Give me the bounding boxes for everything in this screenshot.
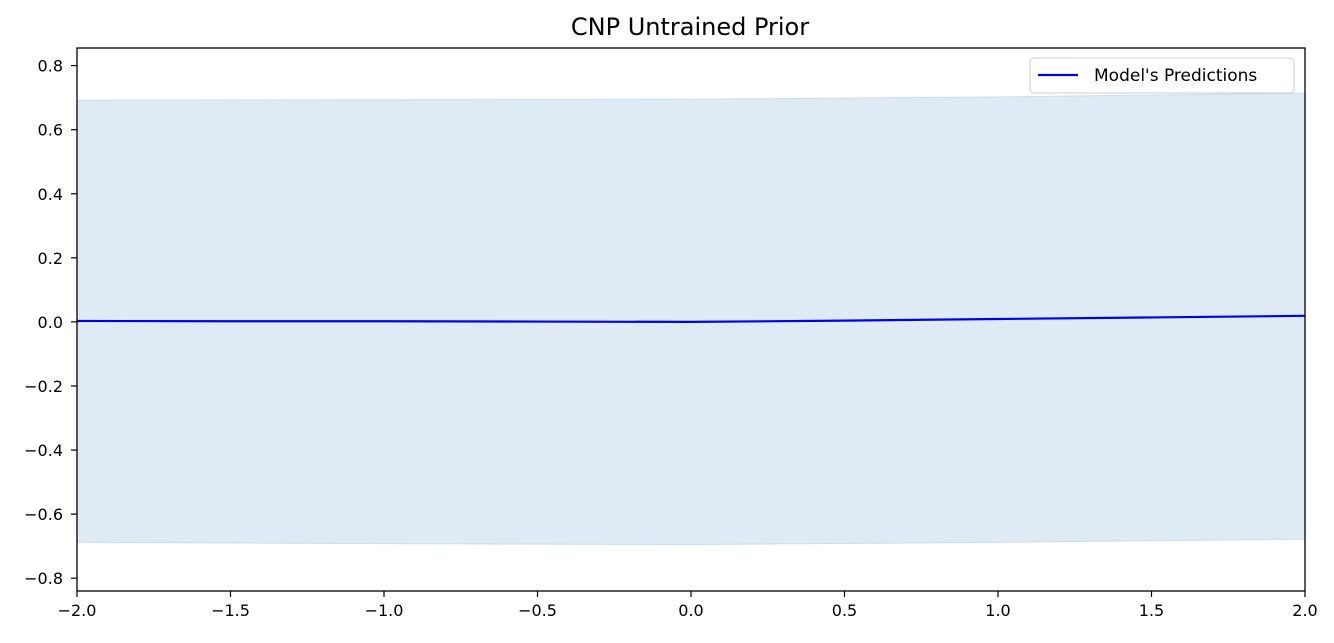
legend-label: Model's Predictions bbox=[1094, 66, 1257, 86]
y-tick-label: 0.6 bbox=[38, 121, 63, 140]
x-tick-label: 2.0 bbox=[1292, 601, 1317, 620]
y-tick-label: −0.6 bbox=[24, 505, 63, 524]
y-tick-label: −0.8 bbox=[24, 569, 63, 588]
y-tick-label: 0.2 bbox=[38, 249, 63, 268]
legend-box bbox=[1029, 57, 1295, 94]
x-tick-label: 1.5 bbox=[1139, 601, 1164, 620]
x-tick-label: −1.0 bbox=[365, 601, 404, 620]
x-tick-label: 0.0 bbox=[678, 601, 703, 620]
y-tick-label: 0.4 bbox=[38, 185, 63, 204]
x-tick-label: 1.0 bbox=[985, 601, 1010, 620]
plot-area bbox=[76, 92, 1306, 546]
x-tick-label: −1.5 bbox=[211, 601, 250, 620]
series-line-0 bbox=[76, 314, 1306, 324]
chart-title: CNP Untrained Prior bbox=[571, 13, 809, 41]
y-tick-label: −0.2 bbox=[24, 377, 63, 396]
x-axis: −2.0 −1.5 −1.0 −0.5 0.0 0.5 1.0 1.5 2.0 bbox=[58, 591, 1318, 620]
x-tick-label: 0.5 bbox=[832, 601, 857, 620]
y-tick-label: −0.4 bbox=[24, 441, 63, 460]
x-tick-label: −0.5 bbox=[518, 601, 557, 620]
legend: Model's Predictions bbox=[1029, 57, 1295, 94]
uncertainty-band bbox=[76, 92, 1306, 546]
y-tick-label: 0.0 bbox=[38, 313, 63, 332]
y-axis: −0.8 −0.6 −0.4 −0.2 0.0 0.2 0.4 0.6 0.8 bbox=[24, 57, 77, 588]
x-tick-label: −2.0 bbox=[58, 601, 97, 620]
y-tick-label: 0.8 bbox=[38, 57, 63, 76]
